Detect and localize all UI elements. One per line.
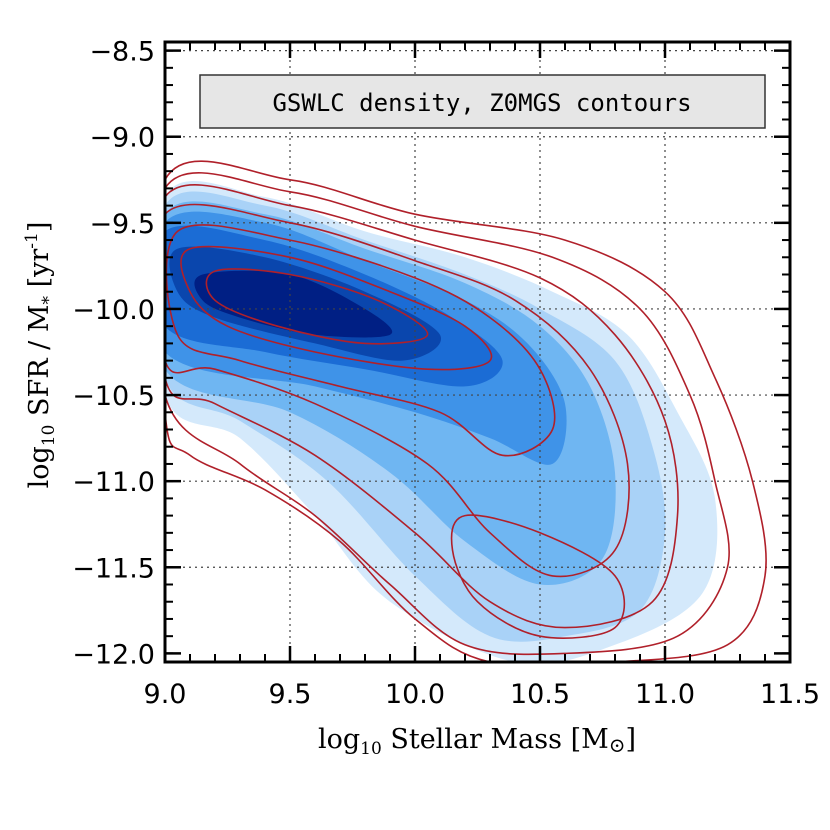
x-tick-label: 11.0 (635, 679, 695, 710)
plot-frame (163, 40, 792, 664)
contour-line-6 (180, 245, 493, 371)
y-tick-label: −9.0 (89, 123, 155, 154)
contour-line-5 (165, 224, 556, 457)
tick-layer: 9.0 9.5 10.0 10.5 11.0 11.5 −12.0 −11.5 −11.0 −10… (72, 37, 820, 710)
contour-line-7 (205, 268, 429, 345)
legend-box-label: GSWLC density, Z0MGS contours (272, 89, 691, 117)
density-level-7 (194, 270, 393, 338)
legend-box: GSWLC density, Z0MGS contours (199, 74, 766, 129)
contour-layer (165, 160, 767, 662)
contour-line-8 (450, 514, 626, 639)
y-axis-title: log10 SFR / M* [yr-1] (22, 222, 59, 489)
y-tick-label: −10.5 (72, 381, 155, 412)
y-tick-label: −11.5 (72, 553, 155, 584)
y-tick-label: −10.0 (72, 295, 155, 326)
grid-layer (165, 42, 790, 662)
y-tick-label: −8.5 (89, 37, 155, 68)
legend-box-frame (199, 74, 766, 129)
x-tick-label: 9.0 (144, 679, 187, 710)
density-fill-layer (165, 181, 718, 662)
contour-line-3 (165, 184, 679, 629)
contour-line-4 (165, 203, 630, 578)
x-tick-label: 10.5 (510, 679, 570, 710)
contour-line-2 (165, 172, 730, 656)
y-tick-label: −12.0 (72, 639, 155, 670)
x-tick-label: 9.5 (269, 679, 312, 710)
y-tick-label: −11.0 (72, 467, 155, 498)
x-tick-label: 10.0 (385, 679, 445, 710)
y-tick-label: −9.5 (89, 209, 155, 240)
x-axis-title: log10 Stellar Mass [M⊙] (318, 724, 636, 759)
x-tick-label: 11.5 (760, 679, 820, 710)
contour-line-1 (165, 160, 767, 662)
